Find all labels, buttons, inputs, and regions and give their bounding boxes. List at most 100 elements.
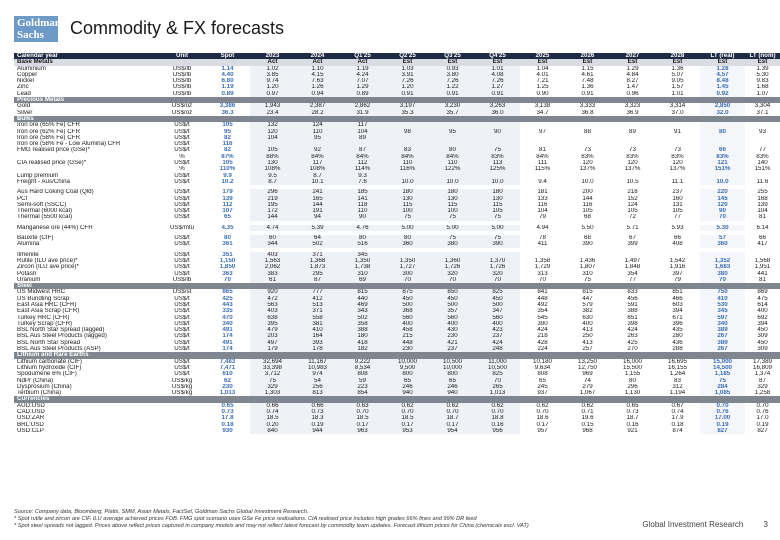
table-cell: 16,695	[668, 358, 687, 365]
section-header-row: Lithium and Rare Earths	[14, 352, 780, 359]
table-row: Iron ore (58% Fe) CFR US$/t 82 104 95 89	[14, 134, 780, 142]
table-cell: 83	[385, 147, 430, 154]
table-cell: 113	[475, 160, 520, 167]
table-cell: 874	[672, 427, 683, 434]
table-cell: Zinc	[17, 84, 29, 91]
table-cell: US$/lb	[172, 71, 192, 78]
table-cell: 248	[475, 346, 520, 353]
table-cell: NdPr (China)	[17, 377, 54, 384]
table-cell	[159, 59, 205, 66]
table-cell	[430, 251, 475, 258]
table-cell: 603	[672, 301, 683, 308]
table-cell: 144	[582, 195, 593, 202]
table-cell: 614	[757, 301, 768, 308]
table-cell: 0.70	[340, 409, 385, 416]
table-cell: 1.36	[581, 84, 594, 91]
table-cell: 10.0	[475, 178, 520, 186]
footnote-steel-spreads: * Spot steel spreads not lagged. Prices …	[14, 523, 529, 529]
table-cell: 180	[475, 189, 520, 196]
table-cell: 73	[629, 147, 636, 154]
table-cell: Lump premium	[17, 172, 59, 179]
table-row: Zinc US$/lb 1.19 1.20 1.26 1.29 1.20 1.22 1.27 1.…	[14, 84, 780, 91]
table-cell: 3.85	[250, 71, 295, 79]
table-cell: 1,726	[475, 264, 520, 271]
table-cell: 1.29	[626, 65, 639, 72]
table-row: BSL North Star Spread US$/t 491 497 393 418 44…	[14, 339, 780, 347]
table-cell: 288	[672, 346, 683, 353]
page-title: Commodity & FX forecasts	[70, 18, 285, 38]
table-cell: US$/t	[174, 257, 190, 264]
table-cell: 180	[385, 189, 430, 196]
table-cell: 400	[757, 308, 768, 315]
table-cell: 953	[385, 427, 430, 435]
table-cell: BSL North Star Spread (lagged)	[17, 327, 105, 334]
table-cell: 116	[222, 141, 233, 148]
table-cell: 83	[674, 377, 681, 384]
table-cell: 10.0	[385, 178, 430, 186]
table-cell: 0.96	[626, 90, 639, 97]
table-cell: 124	[295, 122, 340, 129]
table-cell: 10,500	[430, 358, 475, 365]
table-cell: 8.7	[295, 172, 340, 179]
table-cell: 220	[700, 189, 745, 196]
table-cell: 80	[385, 235, 430, 242]
table-cell: 450	[757, 327, 768, 334]
table-cell: 80	[430, 147, 475, 154]
table-cell: 1.25	[536, 84, 549, 91]
table-cell: Spot	[205, 53, 250, 60]
table-cell	[700, 141, 745, 148]
table-cell: 144	[250, 214, 295, 221]
table-cell: 3,304	[754, 103, 771, 110]
table-cell: 0.91	[581, 90, 594, 97]
table-cell: 1,563	[250, 257, 295, 265]
table-cell: 218	[537, 333, 548, 340]
table-cell: 5.50	[581, 224, 594, 231]
table-cell: 492	[537, 301, 548, 308]
table-cell: 2025	[520, 53, 565, 60]
table-cell: 417	[757, 241, 768, 248]
table-cell: Turkey Scrap (CFR)	[17, 320, 73, 327]
table-row: Freight - Aus/China US$/t 10.2 8.7 10.1 7.6 10…	[14, 178, 780, 186]
table-cell: 117	[340, 122, 385, 129]
table-cell: US$/t	[174, 141, 190, 148]
table-cell: 0.62	[536, 402, 549, 409]
table-cell: 10.1	[295, 178, 340, 186]
table-row: Iron ore (58% Fe - Low Alumina) CFR US$/t…	[14, 141, 780, 148]
table-cell	[700, 251, 745, 258]
table-cell: US$/t	[174, 371, 190, 378]
table-cell: 963	[340, 427, 385, 435]
table-cell	[700, 134, 745, 142]
table-row: BSL North Star Spread (lagged) US$/t 491 47…	[14, 327, 780, 334]
table-cell: 68	[584, 214, 591, 221]
table-cell	[475, 172, 520, 179]
table-cell: 424	[627, 327, 638, 334]
table-cell: 0.20	[250, 421, 295, 428]
table-row: Semi-soft (SSCC) US$/t 112 195 144 118 115 115 1…	[14, 201, 780, 209]
table-cell: 139	[222, 195, 233, 202]
table-cell: 66	[674, 235, 681, 242]
table-cell: 100	[430, 208, 475, 215]
table-cell: 32.0	[700, 109, 745, 116]
table-cell: US$/t	[174, 122, 190, 129]
table-cell: 1.19	[221, 84, 234, 91]
table-cell: 75	[700, 377, 745, 384]
table-cell: Est	[610, 59, 655, 66]
table-cell: 11,000	[475, 358, 520, 365]
table-cell: 172	[250, 208, 295, 215]
table-cell: 81	[539, 147, 546, 154]
table-row: CIA realised price (GSe)* US$/t 105 130 117 1…	[14, 160, 780, 167]
table-cell: 865	[222, 289, 233, 296]
table-cell: US$/st	[172, 289, 192, 296]
table-row: Nickel US$/lb 6.80 9.74 7.63 7.07 7.26 7.26 7.26…	[14, 78, 780, 85]
table-cell: 57	[700, 235, 745, 242]
table-row: Iron ore (65% Fe) CFR US$/t 105 132 124 117	[14, 122, 780, 129]
table-cell: 408	[672, 241, 683, 248]
table-cell: 1,358	[534, 257, 551, 264]
table-cell: 0.76	[700, 409, 745, 416]
table-cell: 9,634	[534, 364, 551, 371]
table-cell: Thermal (5500 kcal)	[17, 214, 73, 221]
table-cell: 1,150	[219, 257, 236, 264]
table-cell: 110	[295, 128, 340, 135]
table-cell: 0.70	[430, 409, 475, 416]
table-cell: 90	[700, 208, 745, 215]
